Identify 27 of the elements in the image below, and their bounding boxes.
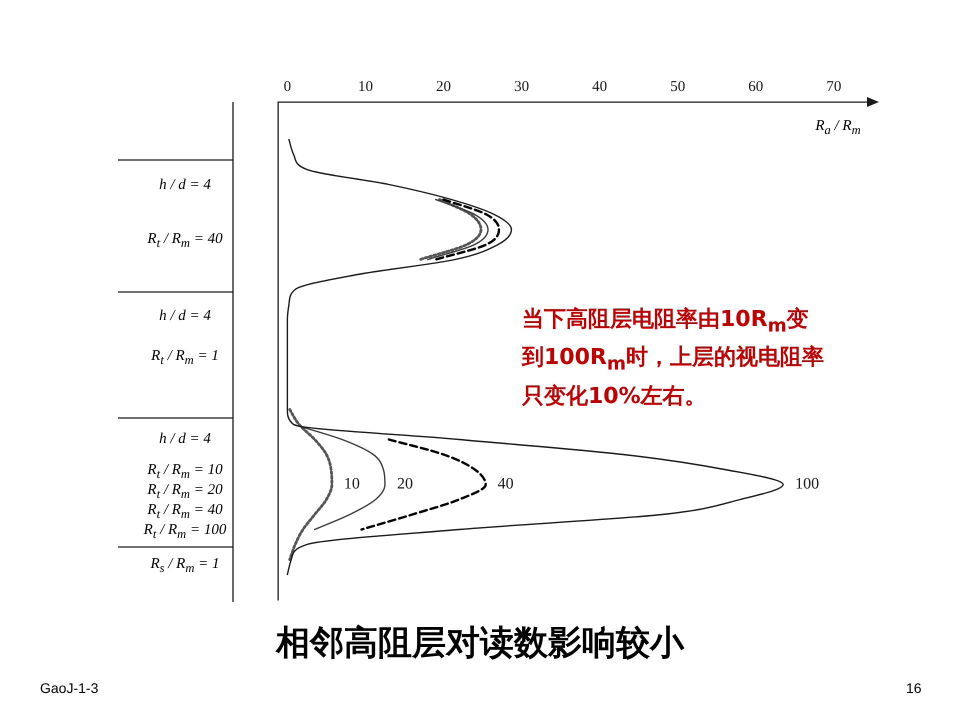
x-tick-label: 70 <box>826 78 842 95</box>
text: h / d = 4 <box>158 176 212 194</box>
text: h / d = 4 <box>158 430 212 448</box>
text: R$_{t}$ / R$_{m}$ = 1 <box>150 347 220 369</box>
x-tick-label: 60 <box>748 78 764 95</box>
text: R$_{t}$ / R$_{m}$ = 100 <box>142 521 228 543</box>
text: R$_{t}$ / R$_{m}$ = 10 <box>146 461 224 483</box>
text: GaoJ-1-3 <box>40 680 98 696</box>
text: 当下高阻层电阻率由10R$_{m}$变到100R$_{m}$时，上层的视电阻率只变化10%左右。 <box>522 307 824 409</box>
text: R$_{s}$ / R$_{m}$ = 1 <box>149 555 221 577</box>
text: h / d = 4 <box>158 307 212 325</box>
x-tick-label: 20 <box>436 78 452 95</box>
series-label: 10 <box>344 476 360 493</box>
x-tick-label: 0 <box>284 78 292 95</box>
x-tick-label: 40 <box>592 78 608 95</box>
text: 16 <box>906 680 922 696</box>
x-axis-title: R$_{a}$ / R$_{m}$ <box>814 118 862 138</box>
x-tick-label: 10 <box>358 78 373 95</box>
series-label: 40 <box>498 476 514 493</box>
series-label: 20 <box>396 476 413 493</box>
x-tick-label: 50 <box>670 78 686 95</box>
text: R$_{t}$ / R$_{m}$ = 40 <box>146 230 224 252</box>
text: R$_{t}$ / R$_{m}$ = 40 <box>146 501 224 523</box>
text: R$_{t}$ / R$_{m}$ = 20 <box>146 481 224 503</box>
x-tick-label: 30 <box>514 78 530 95</box>
series-label: 100 <box>795 476 820 493</box>
text: 相邻高阻层对读数影响较小 <box>274 622 686 665</box>
